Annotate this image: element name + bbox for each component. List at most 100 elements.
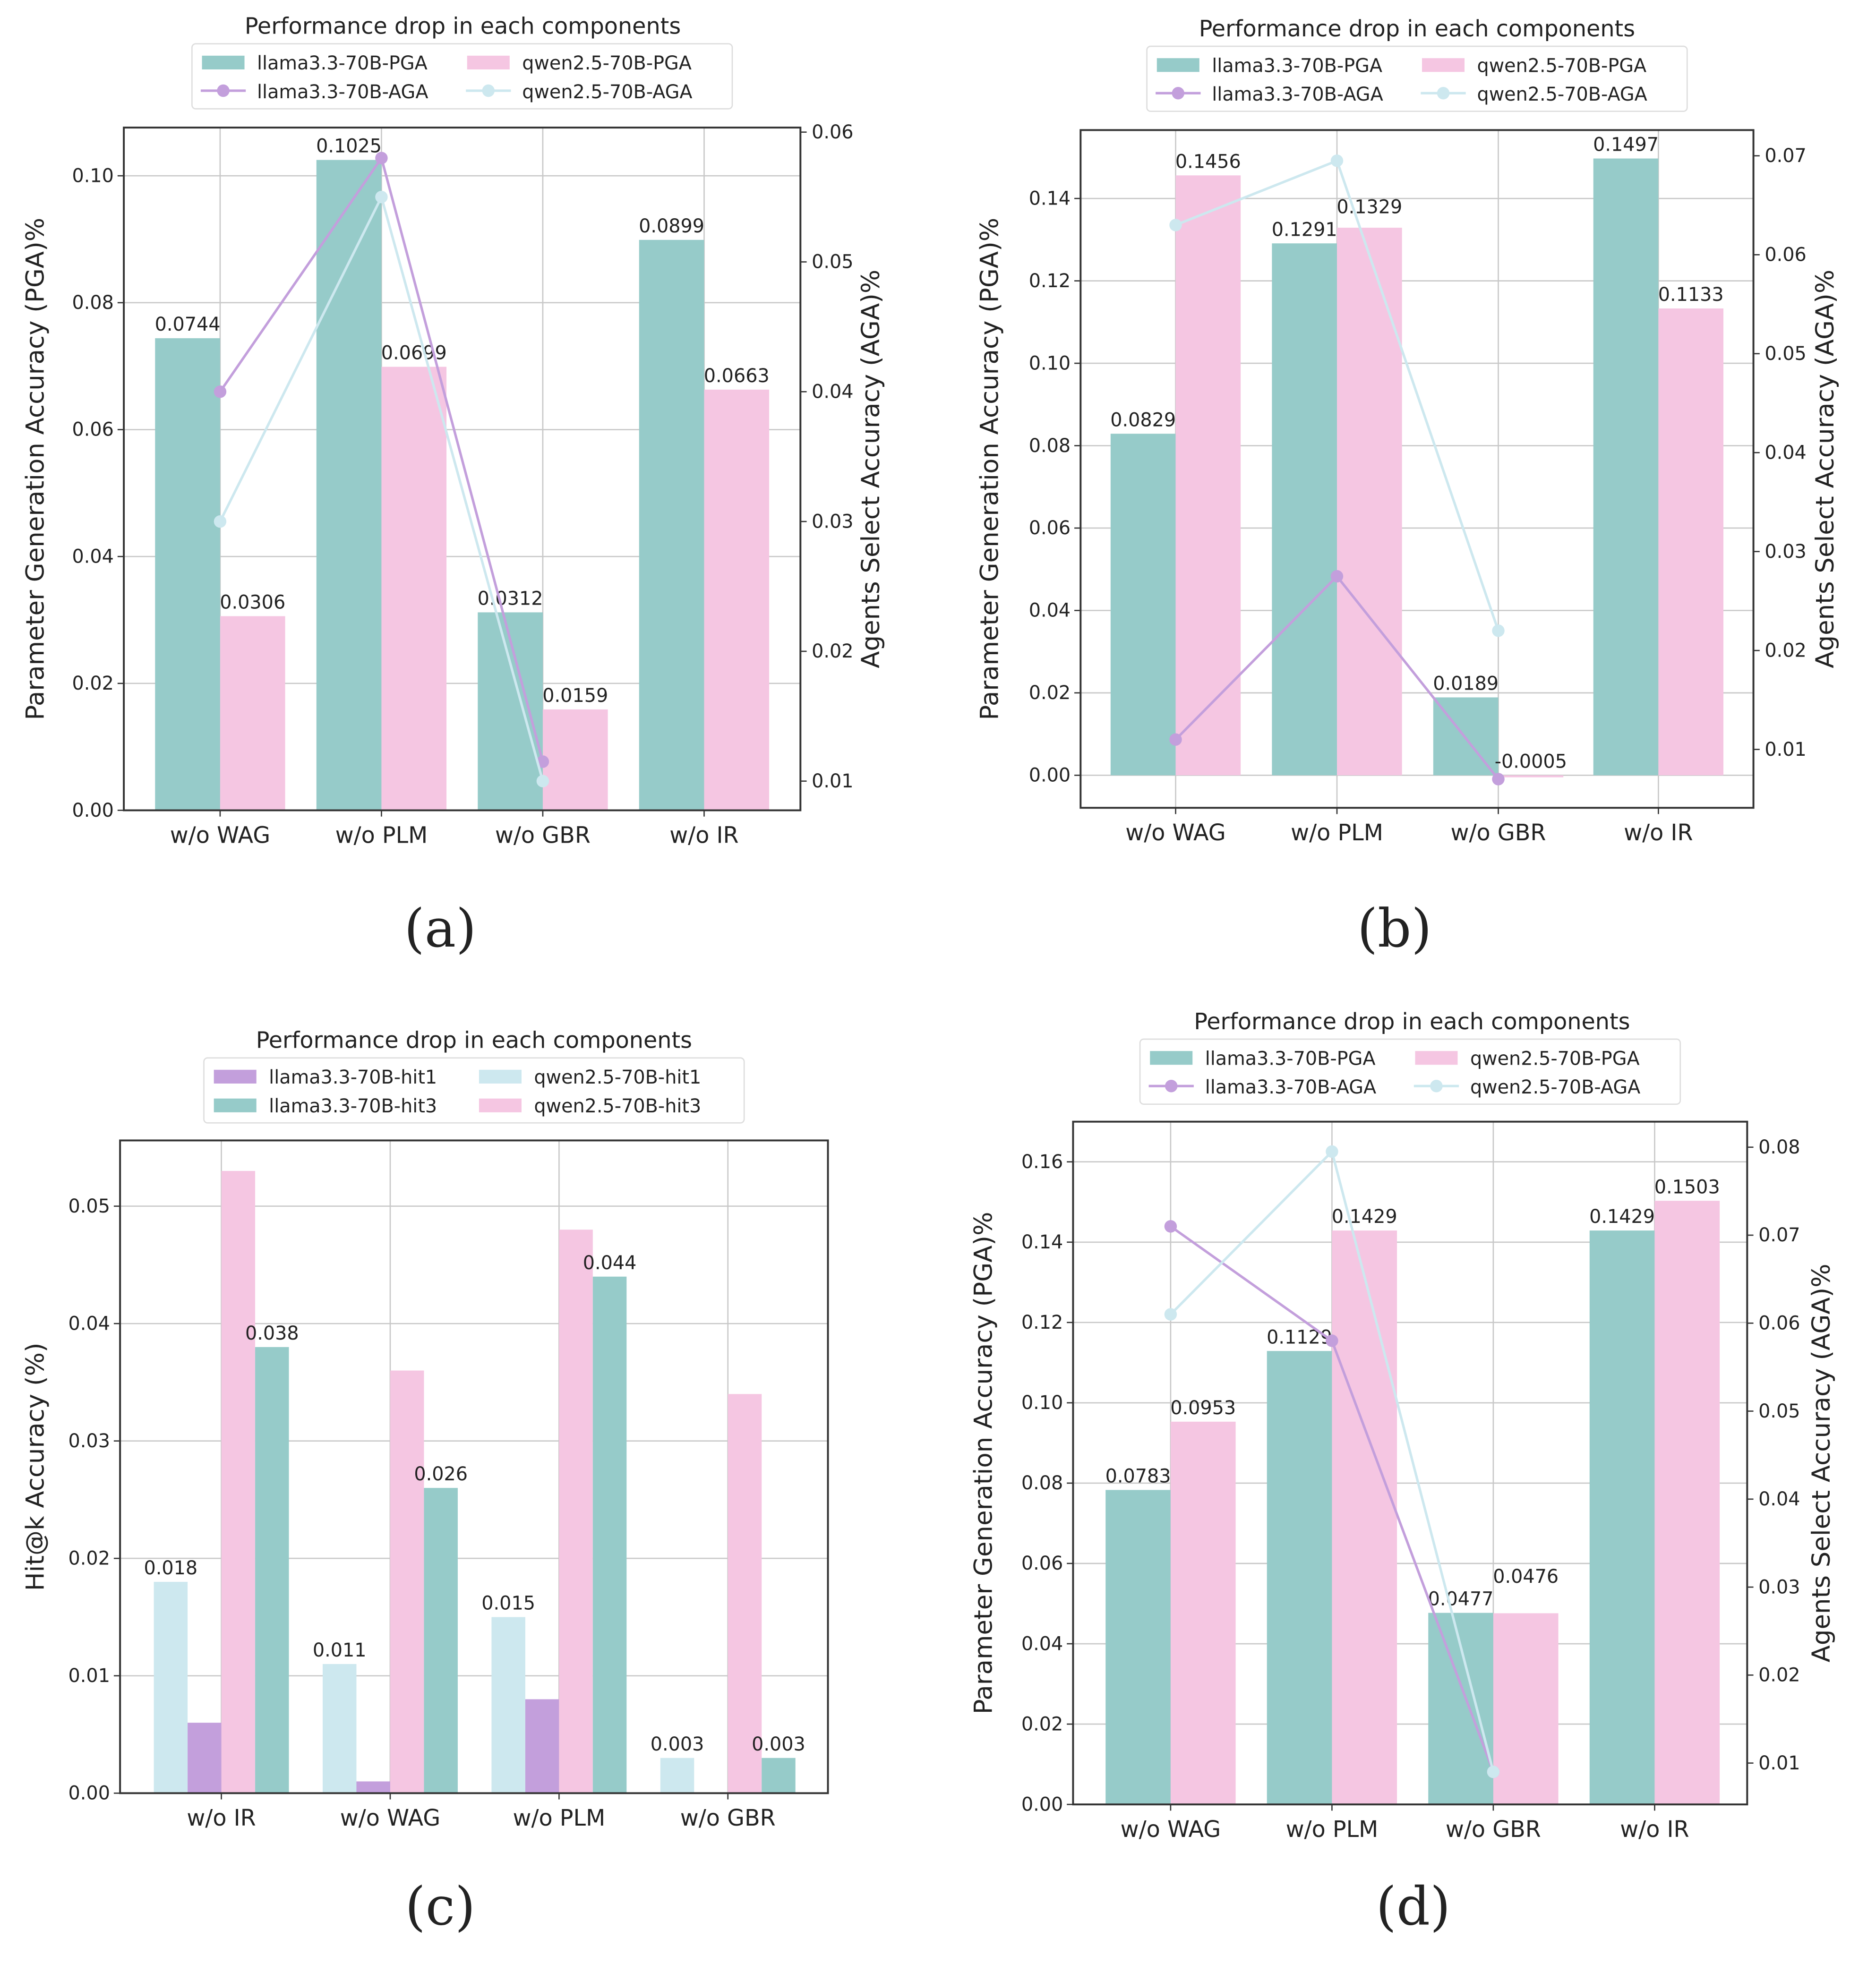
point-qwen2.5-70B-AGA — [214, 515, 227, 528]
bar-llama3.3-70B-PGA — [155, 338, 220, 811]
subfigure-caption: (b) — [1357, 898, 1432, 959]
legend-marker — [1172, 87, 1185, 100]
legend-swatch — [479, 1069, 522, 1084]
x-tick-label: w/o IR — [1624, 820, 1693, 846]
y2-tick-label: 0.02 — [1765, 640, 1806, 661]
bar-llama3.3-70B-hit3 — [762, 1758, 796, 1793]
legend-swatch — [214, 1098, 257, 1112]
x-tick-label: w/o GBR — [1446, 1817, 1541, 1843]
y-tick-label: 0.14 — [1029, 188, 1071, 209]
legend: llama3.3-70B-PGA qwen2.5-70B-PGA llama3.3-… — [1139, 1038, 1681, 1105]
y2-tick-label: 0.07 — [1758, 1224, 1800, 1246]
bar-value-label: 0.0189 — [1433, 673, 1499, 695]
bar-qwen2.5-70B-PGA — [1654, 1201, 1720, 1805]
legend-swatch — [214, 1069, 257, 1084]
point-llama3.3-70B-AGA — [1330, 570, 1344, 583]
y-tick-label: 0.02 — [1021, 1713, 1063, 1735]
y-tick-label: 0.10 — [1021, 1392, 1063, 1414]
point-llama3.3-70B-AGA — [1326, 1334, 1338, 1347]
bar-qwen2.5-70B-PGA — [1658, 308, 1724, 776]
legend: llama3.3-70B-PGA qwen2.5-70B-PGA llama3.3-… — [191, 43, 733, 110]
legend-label: llama3.3-70B-AGA — [257, 81, 428, 103]
bar-qwen2.5-70B-hit1 — [323, 1664, 357, 1793]
bar-llama3.3-70B-PGA — [478, 612, 543, 811]
x-tick-label: w/o WAG — [340, 1805, 440, 1831]
y2-tick-label: 0.05 — [1758, 1400, 1800, 1422]
y-tick-label: 0.06 — [72, 419, 114, 441]
x-tick-label: w/o PLM — [335, 822, 428, 848]
point-qwen2.5-70B-AGA — [375, 190, 388, 204]
bar-qwen2.5-70B-hit3 — [728, 1394, 762, 1793]
legend-marker — [1165, 1080, 1178, 1093]
y2-tick-label: 0.04 — [1758, 1488, 1800, 1510]
bar-value-label: 0.038 — [245, 1323, 299, 1344]
y2-tick-label: 0.06 — [812, 121, 853, 143]
legend-swatch — [467, 55, 510, 69]
bar-qwen2.5-70B-hit1 — [491, 1617, 525, 1793]
bar-llama3.3-70B-PGA — [1272, 243, 1337, 776]
legend-label: qwen2.5-70B-hit3 — [534, 1095, 701, 1117]
y-tick-label: 0.10 — [1029, 352, 1071, 374]
bar-value-label: 0.003 — [752, 1733, 805, 1755]
point-llama3.3-70B-AGA — [1492, 773, 1505, 786]
bar-value-label: 0.1503 — [1654, 1176, 1720, 1198]
bar-value-label: 0.0829 — [1110, 409, 1176, 431]
y2-axis-label: Agents Select Accuracy (AGA)% — [1807, 1264, 1836, 1662]
legend-label: qwen2.5-70B-PGA — [1477, 55, 1647, 77]
y-tick-label: 0.16 — [1021, 1151, 1063, 1173]
legend-label: qwen2.5-70B-hit1 — [534, 1067, 701, 1088]
y2-tick-label: 0.01 — [1758, 1752, 1800, 1774]
y2-tick-label: 0.05 — [812, 251, 853, 273]
legend-box — [1146, 45, 1688, 112]
plot-frame — [123, 127, 802, 811]
plot-frame — [119, 1139, 829, 1794]
point-llama3.3-70B-AGA — [536, 755, 549, 768]
y2-tick-label: 0.07 — [1765, 145, 1806, 167]
y2-tick-label: 0.02 — [1758, 1665, 1800, 1686]
y-tick-label: 0.06 — [1021, 1553, 1063, 1574]
bar-qwen2.5-70B-PGA — [381, 367, 447, 811]
y-tick-label: 0.10 — [72, 165, 114, 187]
legend-marker — [482, 84, 495, 97]
bar-llama3.3-70B-hit1 — [525, 1699, 559, 1793]
subfigure-caption: (a) — [404, 898, 476, 959]
y2-axis-label: Agents Select Accuracy (AGA)% — [1811, 270, 1840, 668]
bar-qwen2.5-70B-hit3 — [559, 1230, 593, 1793]
bar-qwen2.5-70B-hit1 — [154, 1581, 188, 1793]
bar-llama3.3-70B-PGA — [1105, 1490, 1171, 1805]
plot-frame — [1079, 129, 1755, 809]
bar-llama3.3-70B-PGA — [1589, 1230, 1655, 1805]
chart-a: 0.00 0.02 0.04 0.06 0.08 0.10 w/o WAG w/o PLM w/… — [21, 14, 885, 960]
y-tick-label: 0.06 — [1029, 517, 1071, 539]
chart-d: 0.00 0.02 0.04 0.06 0.08 0.10 0.12 0.14 0.16 w/o … — [969, 1009, 1836, 1937]
y2-tick-label: 0.06 — [1765, 244, 1806, 266]
bar-value-label: 0.1429 — [1332, 1206, 1397, 1228]
bar-qwen2.5-70B-PGA — [1170, 1421, 1236, 1805]
bar-qwen2.5-70B-PGA — [1332, 1230, 1397, 1805]
bar-value-label: 0.015 — [481, 1593, 535, 1614]
x-tick-label: w/o IR — [187, 1805, 256, 1831]
bar-qwen2.5-70B-PGA — [1498, 775, 1564, 777]
bar-qwen2.5-70B-hit1 — [660, 1758, 694, 1793]
legend: llama3.3-70B-hit1 qwen2.5-70B-hit1 llama3.… — [203, 1057, 745, 1124]
legend-marker — [217, 84, 230, 97]
bar-value-label: 0.018 — [144, 1557, 198, 1579]
y-tick-label: 0.08 — [72, 292, 114, 314]
point-llama3.3-70B-AGA — [1164, 1220, 1177, 1233]
point-llama3.3-70B-AGA — [375, 152, 388, 164]
y-tick-label: 0.05 — [69, 1195, 110, 1217]
bar-value-label: 0.0312 — [478, 588, 543, 610]
bar-value-label: 0.0306 — [220, 592, 285, 614]
subfigure-caption: (d) — [1376, 1876, 1451, 1937]
legend-swatch — [1415, 1051, 1458, 1065]
legend-label: llama3.3-70B-AGA — [1205, 1076, 1376, 1098]
plot-frame — [1072, 1120, 1748, 1806]
bar-value-label: 0.0476 — [1493, 1566, 1559, 1588]
x-tick-label: w/o WAG — [1125, 820, 1225, 846]
y2-tick-label: 0.03 — [1765, 541, 1806, 563]
legend-label: llama3.3-70B-hit1 — [269, 1067, 437, 1088]
point-qwen2.5-70B-AGA — [1487, 1765, 1500, 1778]
bar-value-label: 0.0783 — [1105, 1466, 1171, 1487]
legend-swatch — [202, 55, 245, 69]
bar-value-label: 0.1025 — [316, 136, 382, 157]
